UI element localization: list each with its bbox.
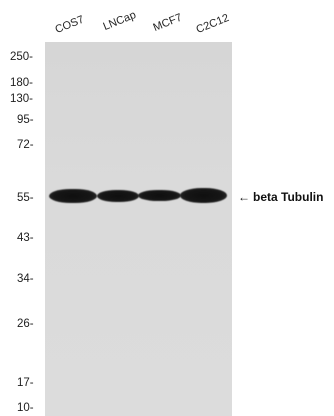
blot-membrane bbox=[45, 42, 232, 416]
marker-130: 130- bbox=[10, 93, 34, 105]
marker-34: 34- bbox=[17, 273, 34, 285]
marker-10: 10- bbox=[17, 402, 34, 414]
lane-label-cos7: COS7 bbox=[53, 13, 86, 36]
marker-43: 43- bbox=[17, 232, 34, 244]
marker-95: 95- bbox=[17, 114, 34, 126]
band-c2c12 bbox=[180, 188, 227, 203]
left-arrow-icon: ← bbox=[238, 190, 250, 204]
marker-17: 17- bbox=[17, 377, 34, 389]
band-mcf7 bbox=[138, 190, 181, 201]
lane-label-lncap: LNCap bbox=[101, 9, 138, 33]
marker-250: 250- bbox=[10, 51, 34, 63]
marker-180: 180- bbox=[10, 77, 34, 89]
lane-label-c2c12: C2C12 bbox=[194, 12, 231, 36]
band-cos7 bbox=[49, 189, 97, 203]
band-lncap bbox=[97, 190, 139, 202]
band-annotation-label: beta Tubulin bbox=[253, 190, 324, 204]
marker-72: 72- bbox=[17, 139, 34, 151]
marker-26: 26- bbox=[17, 318, 34, 330]
band-annotation: ← beta Tubulin bbox=[238, 190, 323, 204]
marker-55: 55- bbox=[17, 192, 34, 204]
lane-label-mcf7: MCF7 bbox=[151, 11, 184, 34]
